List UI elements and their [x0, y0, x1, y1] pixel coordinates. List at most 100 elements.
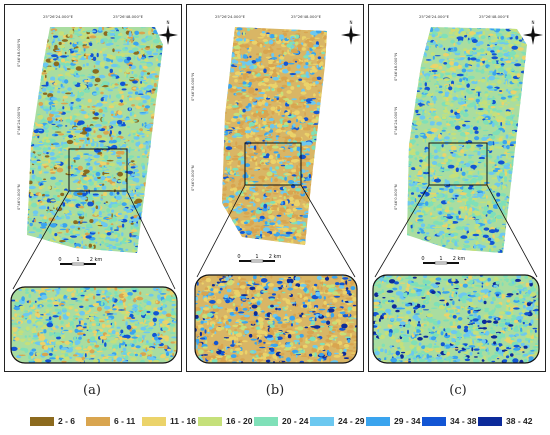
texture-speck	[222, 164, 224, 169]
texture-speck	[257, 134, 264, 137]
texture-speck	[159, 162, 162, 167]
texture-speck	[98, 158, 106, 160]
texture-speck	[25, 326, 30, 331]
texture-speck	[45, 308, 50, 314]
texture-speck	[27, 112, 29, 117]
texture-speck	[258, 175, 266, 180]
texture-speck	[114, 49, 122, 52]
texture-speck	[261, 231, 269, 234]
texture-speck	[289, 54, 296, 56]
texture-speck	[96, 90, 100, 95]
texture-speck	[278, 243, 283, 245]
texture-speck	[101, 165, 104, 170]
texture-speck	[314, 164, 321, 168]
texture-speck	[146, 248, 148, 251]
texture-speck	[37, 165, 42, 170]
texture-speck	[63, 65, 66, 69]
texture-speck	[27, 236, 32, 241]
texture-speck	[120, 329, 124, 334]
texture-speck	[131, 173, 134, 177]
texture-speck	[274, 95, 280, 97]
texture-speck	[71, 53, 78, 56]
texture-speck	[309, 228, 312, 231]
texture-speck	[40, 50, 42, 53]
texture-speck	[249, 65, 254, 70]
texture-speck	[55, 161, 61, 164]
texture-speck	[236, 238, 244, 241]
texture-speck	[101, 117, 105, 122]
texture-speck	[40, 294, 48, 300]
texture-speck	[325, 29, 327, 33]
texture-speck	[27, 84, 30, 88]
texture-speck	[53, 161, 55, 167]
texture-speck	[150, 149, 154, 155]
texture-speck	[127, 91, 133, 95]
texture-speck	[227, 228, 234, 232]
texture-speck	[162, 248, 163, 253]
texture-speck	[35, 48, 38, 52]
texture-speck	[320, 149, 323, 152]
texture-speck	[97, 170, 104, 173]
texture-speck	[284, 155, 292, 158]
texture-speck	[252, 193, 255, 197]
texture-speck	[307, 42, 315, 48]
texture-speck	[307, 25, 309, 27]
texture-speck	[148, 154, 152, 157]
texture-speck	[322, 135, 325, 139]
texture-speck	[86, 42, 89, 47]
texture-speck	[281, 207, 285, 211]
texture-speck	[98, 127, 102, 130]
texture-speck	[126, 29, 133, 31]
texture-speck	[235, 191, 239, 196]
texture-speck	[62, 135, 66, 138]
texture-speck	[109, 32, 116, 36]
texture-speck	[94, 211, 98, 217]
texture-speck	[113, 251, 118, 253]
texture-speck	[126, 40, 130, 46]
texture-speck	[227, 220, 230, 222]
texture-speck	[89, 349, 95, 354]
texture-speck	[253, 27, 261, 29]
texture-speck	[27, 63, 30, 66]
texture-speck	[61, 334, 65, 339]
texture-speck	[34, 309, 40, 312]
texture-speck	[139, 359, 146, 363]
texture-speck	[92, 303, 99, 307]
texture-speck	[41, 219, 47, 222]
texture-speck	[36, 41, 40, 46]
texture-speck	[114, 231, 118, 235]
texture-speck	[35, 65, 41, 69]
texture-speck	[128, 77, 135, 80]
texture-speck	[290, 109, 293, 115]
texture-speck	[104, 313, 107, 316]
texture-speck	[71, 161, 75, 165]
texture-speck	[228, 195, 235, 199]
texture-speck	[148, 327, 154, 330]
texture-speck	[159, 222, 161, 225]
texture-speck	[162, 79, 163, 83]
texture-speck	[285, 206, 289, 210]
texture-speck	[238, 179, 242, 184]
texture-speck	[157, 294, 161, 299]
texture-speck	[32, 239, 37, 243]
texture-speck	[230, 71, 235, 73]
texture-speck	[140, 80, 143, 84]
texture-speck	[92, 56, 97, 61]
texture-speck	[240, 118, 244, 121]
texture-speck	[264, 242, 269, 245]
texture-speck	[106, 313, 114, 315]
texture-speck	[96, 161, 103, 163]
texture-speck	[292, 229, 296, 232]
texture-speck	[321, 139, 325, 143]
texture-speck	[157, 189, 163, 192]
texture-speck	[222, 229, 225, 233]
texture-speck	[245, 53, 249, 55]
texture-speck	[320, 125, 322, 128]
texture-speck	[286, 165, 294, 169]
texture-speck	[127, 133, 130, 135]
texture-speck	[235, 145, 243, 149]
texture-speck	[127, 170, 134, 175]
texture-speck	[94, 123, 102, 127]
texture-speck	[68, 239, 74, 244]
texture-speck	[29, 134, 35, 137]
